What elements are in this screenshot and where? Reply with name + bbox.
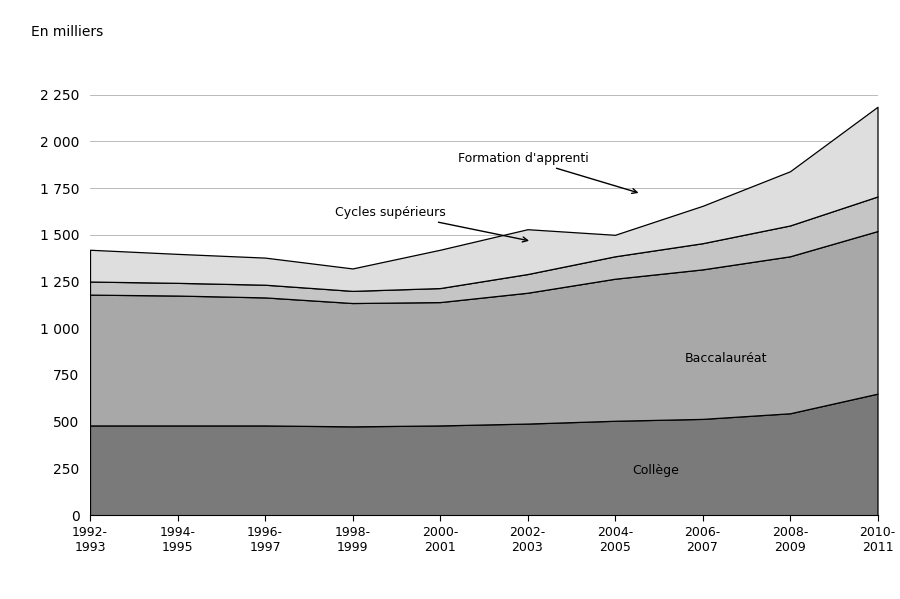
Text: En milliers: En milliers	[31, 25, 104, 38]
Text: Collège: Collège	[633, 464, 680, 477]
Text: Formation d'apprenti: Formation d'apprenti	[457, 152, 637, 193]
Text: Baccalauréat: Baccalauréat	[685, 352, 768, 365]
Text: Cycles supérieurs: Cycles supérieurs	[335, 206, 527, 242]
